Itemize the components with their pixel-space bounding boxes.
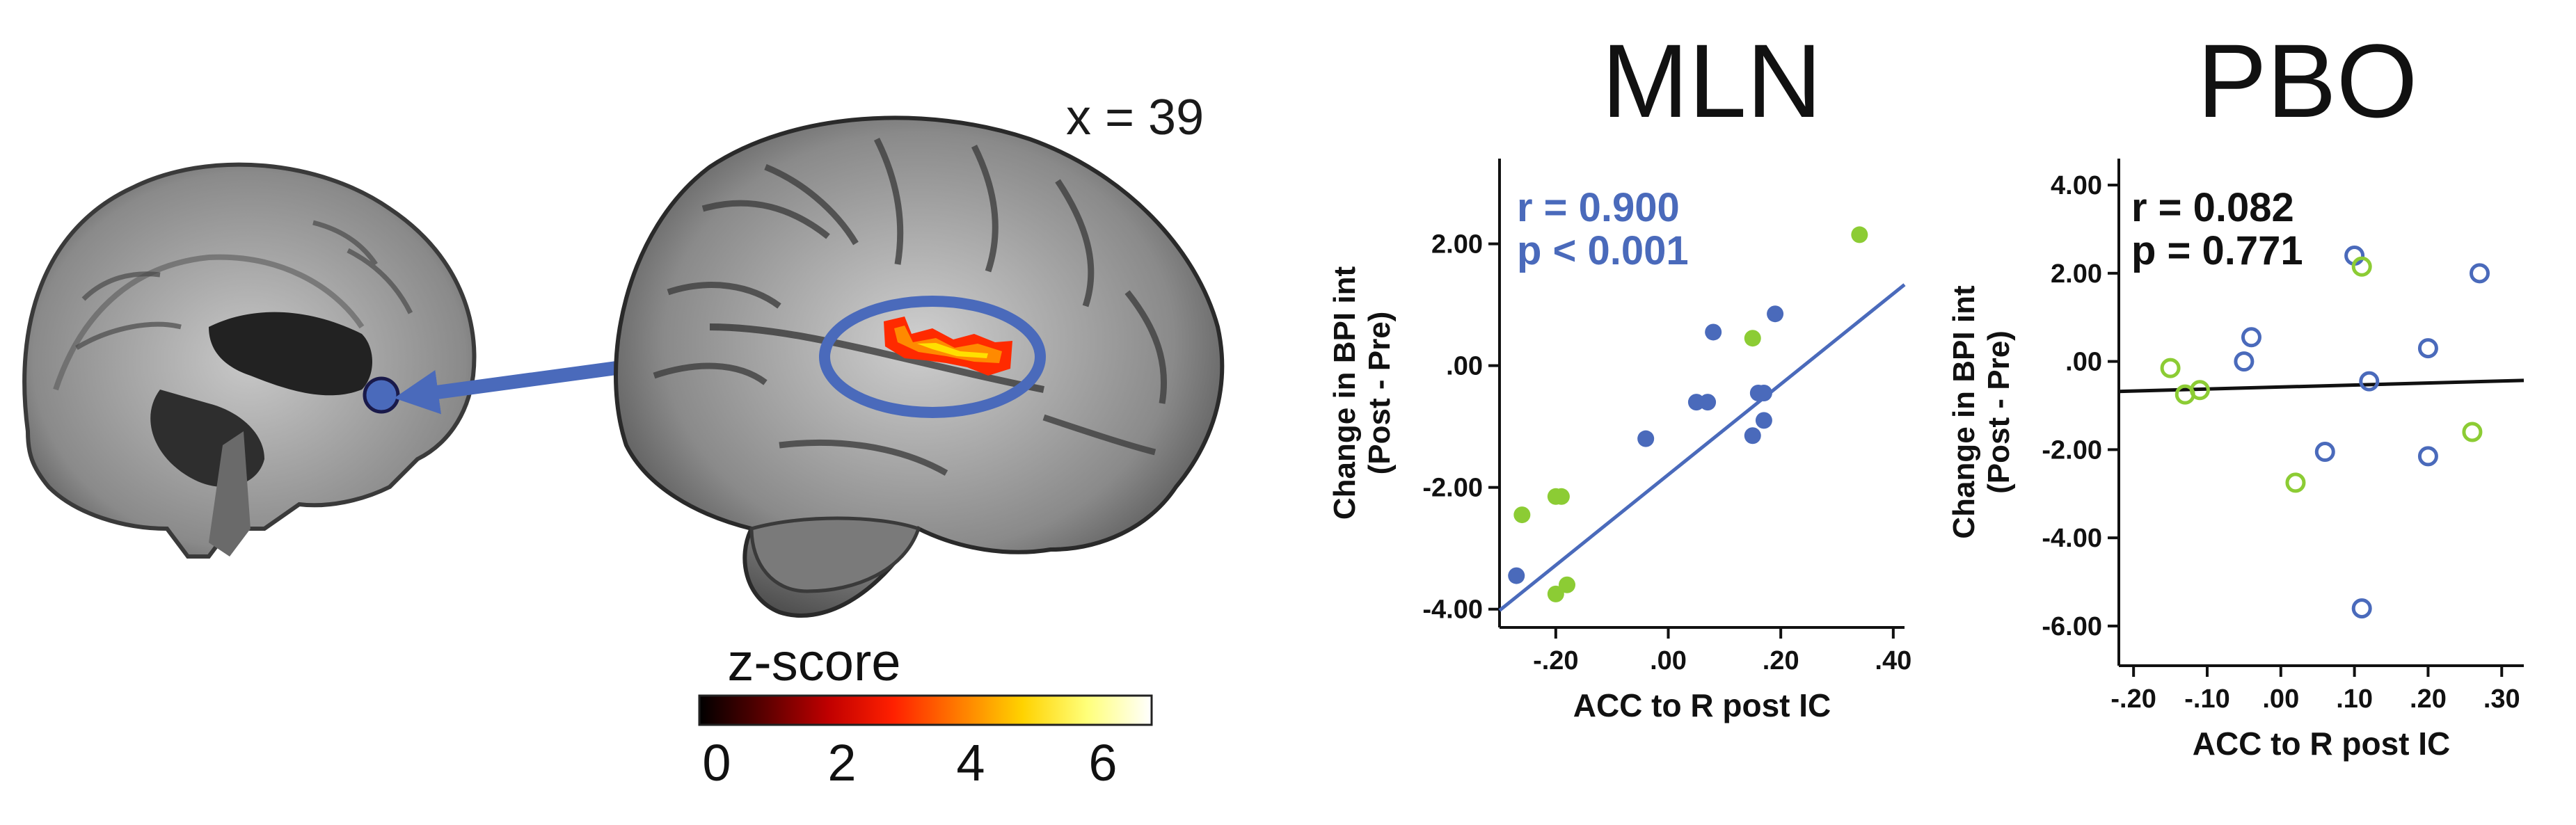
data-point [2351,256,2372,277]
data-point [1767,305,1784,323]
y-axis-label: (Post - Pre) [1362,312,1397,475]
colorbar-title: z-score [727,633,900,692]
data-point [2314,442,2335,463]
x-tick-label: .00 [2262,684,2299,714]
data-point [2417,338,2438,359]
scatter-panel-mln: MLN -4.00 -2.00 .00 2.00 -.20 .00 .20 .40 ACC to … [1328,22,1911,723]
data-point [1755,412,1772,429]
stat-annotation: p = 0.771 [2131,228,2303,273]
data-point [2470,263,2490,284]
colorbar [698,694,1153,726]
data-point [1744,427,1761,444]
data-point [2285,472,2306,493]
data-point [1744,330,1761,347]
data-point [1637,430,1655,447]
data-point [2189,380,2210,401]
y-tick-label: .00 [2065,348,2102,377]
colorbar-tick-label: 0 [702,734,731,792]
colorbar-ticks: 0 2 4 6 [702,734,1117,792]
activation-cluster [884,317,1012,376]
scatter-panel-pbo: PBO -6.00 -4.00 -2.00 .00 2.00 4.00 -.20 -.10 .00… [1947,22,2525,762]
lateral-brain-render [614,115,1225,618]
x-tick-label: .20 [2410,684,2447,714]
regression-line [1498,283,1906,612]
data-point [1559,576,1575,593]
data-point [2359,371,2380,392]
data-point [2241,327,2261,348]
colorbar-tick-label: 4 [956,734,985,792]
stat-annotation: r = 0.082 [2131,185,2294,230]
x-tick-label: .10 [2336,684,2373,714]
data-point [1749,385,1767,401]
slice-coordinate-label: x = 39 [1066,90,1204,145]
x-axis-label: ACC to R post IC [1573,687,1831,723]
y-tick-label: .00 [1446,352,1483,381]
data-point [2234,351,2255,372]
y-tick-label: -2.00 [2042,435,2102,465]
cluster-core [917,343,988,358]
x-tick-label: .00 [1650,646,1687,675]
data-point [2160,358,2181,378]
y-tick-label: 2.00 [1431,230,1483,259]
data-point [2462,422,2483,442]
data-point [1699,394,1717,411]
data-point [2351,598,2372,619]
x-tick-label: .40 [1875,646,1911,675]
x-tick-label: -.10 [2184,684,2229,714]
x-tick-label: .20 [1763,646,1799,675]
y-tick-label: -4.00 [1422,595,1483,625]
y-axis-label: Change in BPI int [1328,266,1362,520]
x-tick-label: -.20 [2110,684,2156,714]
data-point [1508,567,1525,584]
seed-marker [363,376,400,414]
y-tick-label: 4.00 [2051,171,2102,200]
y-tick-label: 2.00 [2051,259,2102,289]
data-point [1851,226,1868,243]
data-point [1705,323,1722,341]
x-axis-label: ACC to R post IC [2193,726,2451,762]
y-axis-label: Change in BPI int [1947,285,1981,539]
x-tick-label: -.20 [1533,646,1578,675]
stat-annotation: r = 0.900 [1517,185,1680,230]
roi-ellipse [819,296,1046,418]
stat-annotation: p < 0.001 [1517,228,1689,273]
y-axis-label: (Post - Pre) [1982,330,2016,494]
y-tick-label: -4.00 [2042,524,2102,553]
regression-line [2118,378,2525,394]
x-tick-label: .30 [2483,684,2520,714]
data-point [1513,506,1531,524]
chart-title: PBO [2197,22,2418,139]
colorbar-tick-label: 6 [1088,734,1117,792]
y-tick-label: -6.00 [2042,612,2102,641]
data-point [1547,585,1564,602]
y-tick-label: -2.00 [1422,474,1483,503]
chart-title: MLN [1602,22,1822,139]
data-point [1552,488,1570,505]
colorbar-tick-label: 2 [827,734,856,792]
sagittal-brain-slice [22,162,477,559]
data-point [2417,446,2438,467]
